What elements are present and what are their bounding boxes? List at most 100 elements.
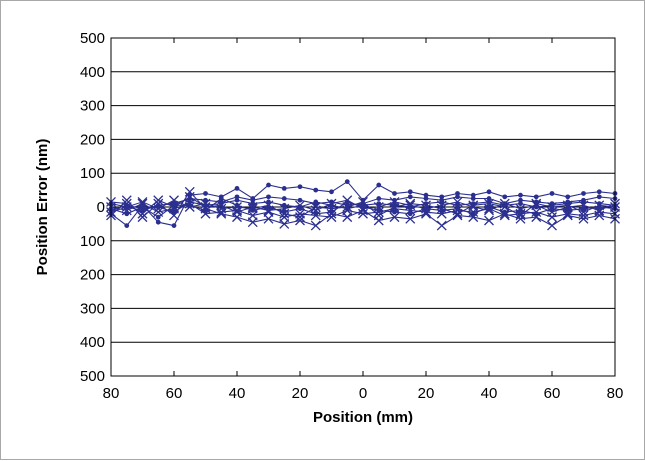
data-point bbox=[455, 206, 460, 212]
x-tick-labels: 80 60 40 20 0 20 40 60 80 bbox=[103, 385, 624, 402]
data-point bbox=[470, 196, 476, 201]
data-point bbox=[518, 192, 523, 198]
x-tick-label: 60 bbox=[544, 385, 561, 402]
data-point bbox=[407, 194, 413, 200]
data-point bbox=[373, 215, 384, 226]
data-point bbox=[200, 198, 211, 209]
series-7 bbox=[108, 196, 618, 220]
data-point bbox=[184, 202, 195, 212]
data-point bbox=[218, 196, 224, 201]
data-point bbox=[547, 212, 557, 223]
data-point bbox=[392, 209, 397, 215]
x-tick-label: 0 bbox=[359, 385, 367, 402]
y-tick-label: 200 bbox=[80, 267, 105, 284]
data-point bbox=[562, 200, 573, 211]
data-point bbox=[310, 220, 321, 231]
data-point bbox=[499, 210, 510, 221]
data-point bbox=[373, 210, 384, 221]
data-point bbox=[153, 195, 164, 206]
data-point bbox=[531, 212, 542, 223]
data-point bbox=[502, 209, 508, 215]
data-point bbox=[203, 191, 208, 196]
data-point bbox=[596, 189, 602, 195]
data-point bbox=[452, 196, 463, 207]
data-point bbox=[137, 196, 148, 207]
data-point bbox=[266, 182, 271, 188]
y-tick-label: 0 bbox=[97, 199, 105, 216]
data-point bbox=[533, 211, 539, 217]
data-point bbox=[234, 194, 240, 200]
data-point bbox=[423, 192, 429, 198]
data-point bbox=[376, 201, 382, 207]
data-point bbox=[421, 200, 431, 211]
data-point bbox=[250, 201, 256, 207]
series-layer bbox=[106, 179, 620, 231]
x-tick-label: 40 bbox=[481, 385, 498, 402]
data-point bbox=[549, 191, 555, 196]
data-point bbox=[232, 207, 242, 218]
data-point bbox=[281, 202, 287, 208]
data-point bbox=[247, 203, 258, 214]
data-point bbox=[376, 207, 382, 213]
data-point bbox=[171, 209, 177, 215]
data-point bbox=[547, 202, 557, 212]
data-point bbox=[502, 194, 508, 200]
data-point bbox=[171, 202, 177, 208]
data-point bbox=[455, 202, 460, 208]
data-point bbox=[326, 212, 337, 223]
data-point bbox=[295, 212, 305, 223]
y-tick-labels: 500 400 300 200 100 0 100 200 300 400 500 bbox=[80, 30, 105, 385]
data-point bbox=[392, 191, 397, 196]
data-point bbox=[358, 208, 368, 219]
data-point bbox=[266, 194, 271, 200]
data-point bbox=[250, 197, 256, 203]
data-point bbox=[531, 198, 542, 209]
data-point bbox=[124, 223, 130, 228]
data-point bbox=[279, 208, 290, 219]
data-point bbox=[297, 184, 303, 190]
data-point bbox=[405, 200, 416, 211]
data-point bbox=[421, 208, 431, 219]
data-point bbox=[486, 196, 492, 201]
y-tick-label: 100 bbox=[80, 233, 105, 250]
data-point bbox=[518, 201, 523, 207]
data-point bbox=[203, 207, 208, 213]
data-point bbox=[423, 206, 429, 212]
data-point bbox=[297, 197, 303, 203]
data-point bbox=[578, 210, 589, 221]
series-2 bbox=[106, 186, 620, 231]
data-point bbox=[184, 186, 195, 197]
data-point bbox=[486, 189, 492, 195]
data-point bbox=[531, 200, 542, 211]
data-point bbox=[376, 196, 382, 201]
data-point bbox=[232, 202, 242, 212]
data-point bbox=[455, 194, 460, 200]
data-point bbox=[468, 200, 479, 211]
data-point bbox=[169, 195, 179, 206]
data-point bbox=[518, 197, 523, 203]
data-point bbox=[360, 204, 366, 210]
data-point bbox=[439, 199, 445, 205]
data-point bbox=[484, 215, 494, 226]
data-point bbox=[407, 211, 413, 217]
data-point bbox=[596, 194, 602, 200]
data-point bbox=[313, 199, 319, 205]
data-point bbox=[515, 213, 526, 224]
data-point bbox=[313, 187, 319, 193]
axis-ticks bbox=[110, 38, 616, 376]
y-tick-label: 400 bbox=[80, 334, 105, 351]
data-point bbox=[313, 211, 319, 217]
data-point bbox=[140, 204, 145, 210]
data-point bbox=[515, 210, 526, 221]
data-point bbox=[326, 198, 337, 209]
data-point bbox=[171, 223, 177, 228]
data-point bbox=[470, 211, 476, 217]
data-point bbox=[326, 203, 337, 214]
data-point bbox=[124, 211, 130, 217]
data-point bbox=[407, 189, 413, 195]
data-point bbox=[358, 196, 368, 207]
data-point bbox=[468, 202, 479, 212]
y-tick-label: 200 bbox=[80, 131, 105, 148]
data-point bbox=[439, 194, 445, 200]
data-point bbox=[281, 186, 287, 191]
